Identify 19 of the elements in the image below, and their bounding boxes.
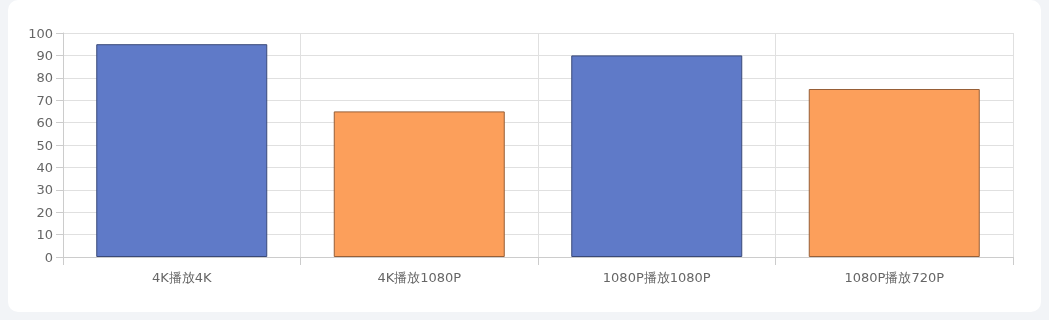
bar bbox=[808, 89, 980, 257]
x-tick-label: 1080P播放1080P bbox=[602, 270, 711, 285]
y-tick-label: 60 bbox=[36, 115, 53, 131]
x-tick-label: 4K播放4K bbox=[151, 270, 213, 285]
x-tick-label: 4K播放1080P bbox=[377, 270, 462, 285]
y-tick-label: 90 bbox=[36, 47, 53, 63]
y-tick-label: 70 bbox=[36, 92, 53, 108]
y-tick-label: 30 bbox=[36, 182, 53, 198]
bar bbox=[333, 111, 505, 257]
y-tick-label: 50 bbox=[36, 137, 53, 153]
y-tick-label: 100 bbox=[28, 25, 53, 41]
y-tick-label: 40 bbox=[36, 159, 53, 175]
x-tick-label: 1080P播放720P bbox=[844, 270, 945, 285]
y-tick-label: 80 bbox=[36, 70, 53, 86]
bar bbox=[96, 44, 268, 257]
y-tick-label: 10 bbox=[36, 227, 53, 243]
y-tick-label: 20 bbox=[36, 204, 53, 220]
bar bbox=[571, 55, 743, 257]
y-tick-label: 0 bbox=[44, 249, 53, 265]
